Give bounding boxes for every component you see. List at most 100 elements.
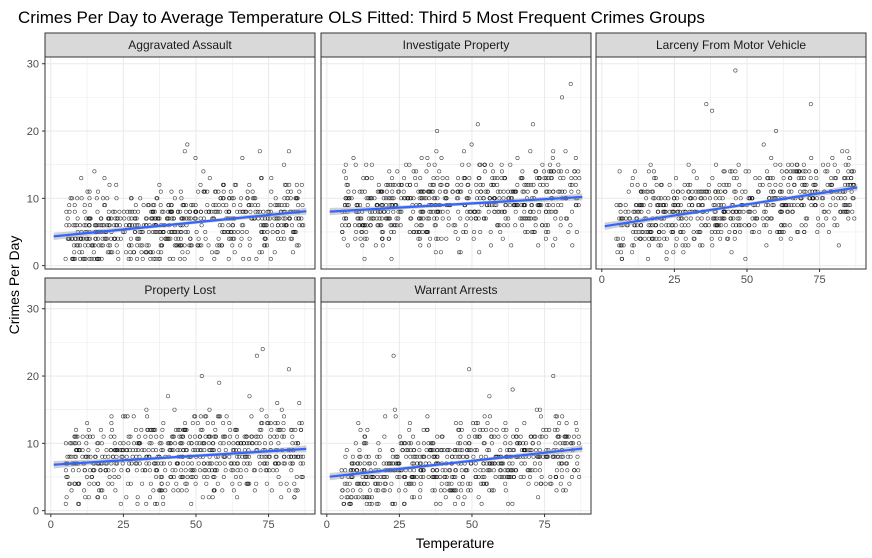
data-point (728, 169, 733, 174)
data-point (749, 230, 754, 235)
data-point (732, 236, 737, 241)
data-point (136, 434, 141, 439)
data-point (217, 448, 222, 453)
data-point (529, 203, 534, 208)
data-point (111, 209, 116, 214)
data-point (193, 203, 198, 208)
data-point (434, 474, 439, 479)
data-point (148, 495, 153, 500)
data-point (673, 176, 678, 181)
data-point (846, 203, 851, 208)
data-point (843, 182, 848, 187)
data-point (576, 189, 581, 194)
data-point (651, 236, 656, 241)
data-point (486, 468, 491, 473)
data-point (736, 223, 741, 228)
data-point (760, 182, 765, 187)
data-point (426, 441, 431, 446)
data-point (259, 250, 264, 255)
data-point (469, 142, 474, 147)
data-point (150, 250, 155, 255)
data-point (171, 488, 176, 493)
data-point (184, 488, 189, 493)
data-point (421, 474, 426, 479)
data-point (718, 216, 723, 221)
data-point (268, 256, 273, 261)
data-point (547, 189, 552, 194)
data-point (716, 203, 721, 208)
data-point (300, 474, 305, 479)
data-point (218, 414, 223, 419)
data-point (121, 414, 126, 419)
data-point (465, 196, 470, 201)
data-point (221, 189, 226, 194)
data-point (491, 169, 496, 174)
data-point (137, 461, 142, 466)
data-point (503, 216, 508, 221)
data-point (233, 427, 238, 432)
data-point (103, 203, 108, 208)
data-point (206, 434, 211, 439)
data-point (230, 481, 235, 486)
data-point (211, 441, 216, 446)
x-tick-label: 0 (599, 274, 605, 286)
data-point (288, 236, 293, 241)
data-point (784, 203, 789, 208)
data-point (369, 196, 374, 201)
data-point (785, 209, 790, 214)
data-point (421, 468, 426, 473)
data-point (756, 189, 761, 194)
data-point (666, 196, 671, 201)
data-point (544, 230, 549, 235)
data-point (557, 189, 562, 194)
data-point (525, 189, 530, 194)
data-point (356, 421, 361, 426)
data-point (554, 488, 559, 493)
data-point (796, 176, 801, 181)
data-point (99, 223, 104, 228)
data-point (553, 216, 558, 221)
data-point (541, 169, 546, 174)
data-point (72, 441, 77, 446)
data-point (631, 230, 636, 235)
data-point (177, 243, 182, 248)
data-point (253, 434, 258, 439)
data-point (826, 209, 831, 214)
data-point (81, 256, 86, 261)
data-point (392, 182, 397, 187)
data-point (172, 407, 177, 412)
data-point (116, 474, 121, 479)
data-point (290, 236, 295, 241)
data-point (843, 176, 848, 181)
data-point (100, 454, 105, 459)
data-point (74, 434, 79, 439)
data-point (828, 203, 833, 208)
data-point (724, 182, 729, 187)
data-point (130, 223, 135, 228)
data-point (414, 474, 419, 479)
data-point (833, 203, 838, 208)
data-point (646, 243, 651, 248)
data-point (359, 189, 364, 194)
data-point (136, 448, 141, 453)
data-point (456, 209, 461, 214)
data-point (446, 481, 451, 486)
data-point (350, 454, 355, 459)
data-point (357, 481, 362, 486)
data-point (114, 243, 119, 248)
data-point (264, 223, 269, 228)
data-point (548, 474, 553, 479)
data-point (737, 216, 742, 221)
data-point (140, 256, 145, 261)
data-point (676, 203, 681, 208)
data-point (427, 216, 432, 221)
data-point (476, 474, 481, 479)
data-point (282, 223, 287, 228)
data-point (239, 223, 244, 228)
data-point (395, 169, 400, 174)
data-point (389, 481, 394, 486)
data-point (676, 209, 681, 214)
data-point (358, 454, 363, 459)
data-point (709, 236, 714, 241)
data-point (839, 196, 844, 201)
